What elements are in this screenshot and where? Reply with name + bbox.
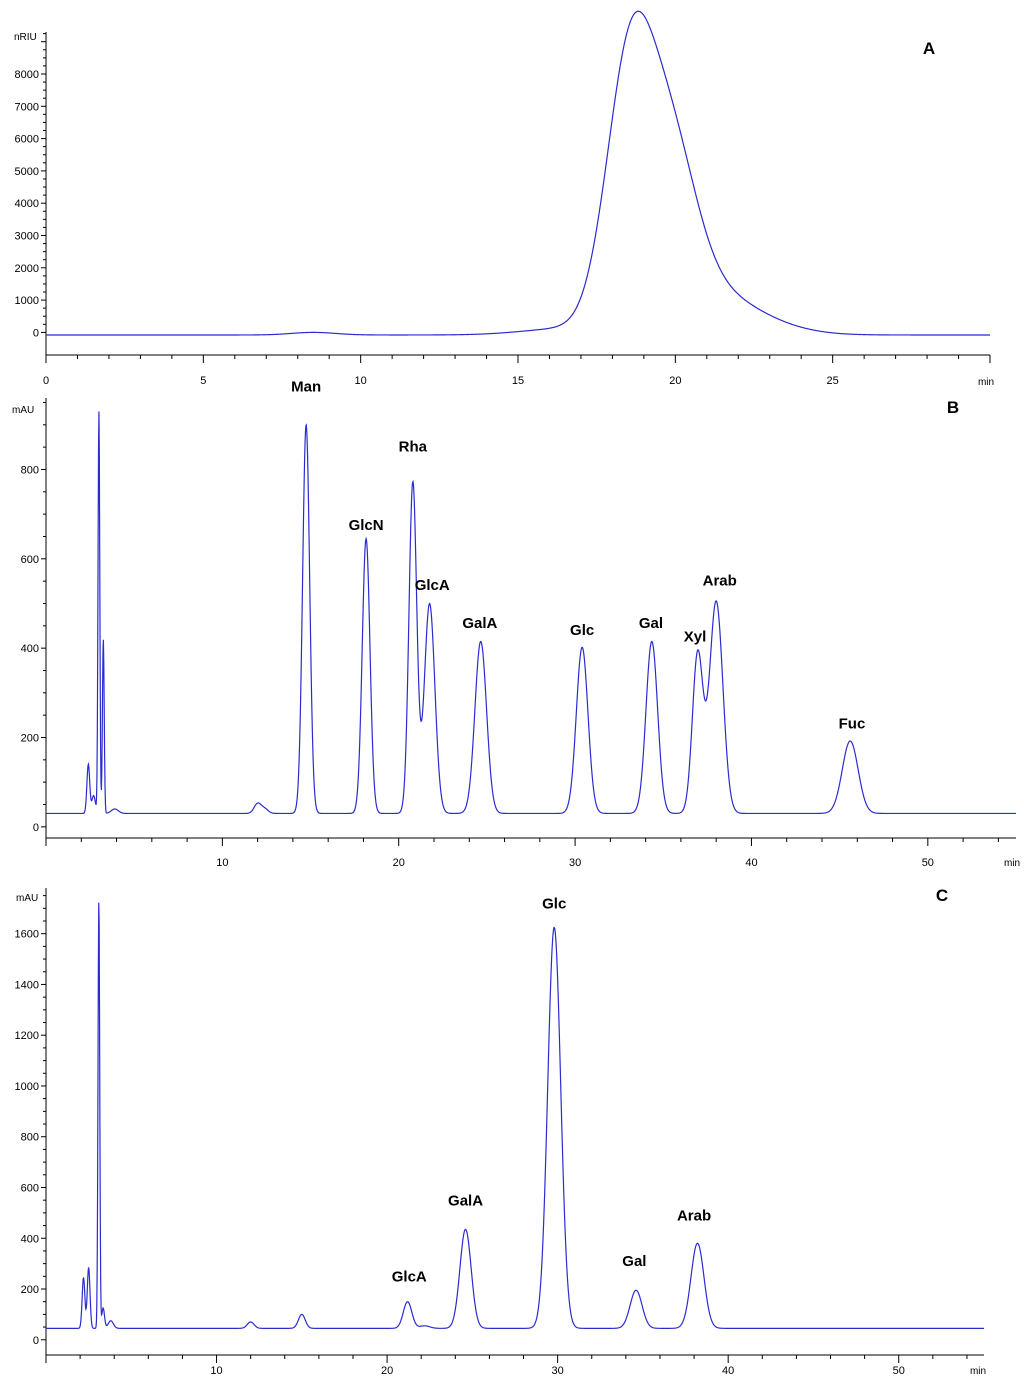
y-tick-label: 1600 [15,929,39,941]
peak-label: Man [291,378,321,395]
y-tick-label: 200 [21,1284,39,1296]
peak-label: GlcN [349,517,384,534]
peak-label: Glc [570,622,594,639]
y-tick-label: 1400 [15,979,39,991]
y-axis-unit: mAU [16,893,38,904]
peak-label: GlcA [392,1268,427,1285]
chart-a: 0 1000 2000 3000 4000 5000 6000 7000 8000 0 5 10 15 2… [14,10,994,388]
x-tick-label: 20 [669,375,681,387]
y-tick-label: 7000 [15,101,39,113]
x-tick-label: 5 [200,375,206,387]
y-tick-label: 4000 [15,198,39,210]
y-tick-label: 1200 [15,1030,39,1042]
y-tick-label: 3000 [15,230,39,242]
x-tick-label: 40 [722,1365,734,1377]
x-axis-unit: min [978,377,994,388]
x-tick-label: 25 [827,375,839,387]
y-tick-label: 0 [33,1335,39,1347]
y-tick-label: 800 [21,464,39,476]
y-tick-label: 6000 [15,134,39,146]
y-tick-label: 0 [33,822,39,834]
y-axis-unit: mAU [12,405,34,416]
x-axis-unit: min [970,1366,986,1377]
y-tick-label: 1000 [15,295,39,307]
x-tick-label: 15 [512,375,524,387]
chart-c: 0 200 400 600 800 1000 1200 1400 1600 10 20 30 40 50 m… [15,886,987,1377]
x-tick-label: 50 [922,857,934,869]
y-tick-label: 2000 [15,263,39,275]
y-tick-label: 200 [21,732,39,744]
y-tick-label: 600 [21,554,39,566]
peak-label: Glc [542,895,566,912]
x-tick-label: 20 [393,857,405,869]
x-tick-label: 30 [569,857,581,869]
panel-label: B [947,398,959,417]
y-tick-label: 8000 [15,69,39,81]
x-tick-label: 0 [43,375,49,387]
chromatogram-trace [46,902,984,1329]
x-tick-label: 20 [381,1365,393,1377]
y-tick-label: 0 [33,327,39,339]
x-tick-label: 10 [210,1365,222,1377]
panel-label: A [923,39,935,58]
x-tick-label: 50 [893,1365,905,1377]
x-axis-unit: min [1004,858,1020,869]
peak-label: GalA [462,615,497,632]
peak-label: Gal [639,615,663,632]
y-axis-unit: nRIU [14,32,37,43]
y-tick-label: 400 [21,643,39,655]
peak-label: GalA [448,1192,483,1209]
peak-label: Rha [399,439,428,456]
x-tick-label: 10 [216,857,228,869]
peak-label: Fuc [839,716,866,733]
y-tick-label: 800 [21,1132,39,1144]
y-tick-label: 600 [21,1182,39,1194]
peak-label: Arab [703,573,737,590]
y-tick-label: 1000 [15,1081,39,1093]
peak-label: GlcA [415,577,450,594]
chromatogram-trace [46,10,990,336]
peak-label: Xyl [684,628,707,645]
y-tick-label: 400 [21,1233,39,1245]
x-tick-label: 40 [745,857,757,869]
panel-label: C [936,886,948,905]
peak-label: Arab [677,1207,711,1224]
x-tick-label: 10 [355,375,367,387]
peak-label: Gal [622,1253,646,1270]
y-tick-label: 5000 [15,166,39,178]
x-tick-label: 30 [552,1365,564,1377]
chromatogram-trace [46,411,1016,815]
